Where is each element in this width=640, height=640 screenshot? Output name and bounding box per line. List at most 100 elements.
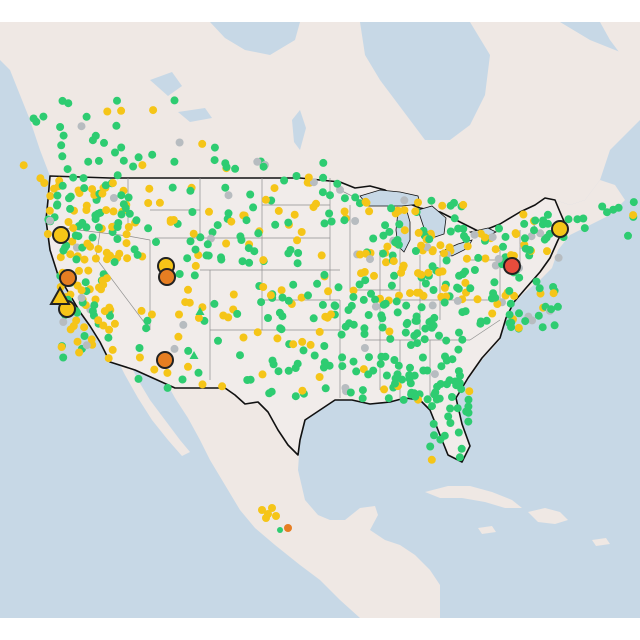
station-moderate[interactable] bbox=[473, 295, 482, 304]
station-good[interactable] bbox=[402, 301, 411, 310]
highlighted-station[interactable] bbox=[503, 257, 521, 275]
station-good[interactable] bbox=[326, 191, 334, 200]
station-good[interactable] bbox=[543, 210, 552, 219]
station-good[interactable] bbox=[231, 164, 240, 173]
station-good[interactable] bbox=[284, 218, 293, 227]
station-good[interactable] bbox=[344, 306, 353, 314]
station-good[interactable] bbox=[454, 428, 463, 437]
station-good[interactable] bbox=[338, 362, 347, 371]
station-good[interactable] bbox=[420, 335, 429, 344]
station-good[interactable] bbox=[183, 254, 192, 263]
station-no-data[interactable] bbox=[46, 216, 54, 225]
station-good[interactable] bbox=[427, 196, 436, 205]
station-no-data[interactable] bbox=[430, 370, 439, 379]
station-good[interactable] bbox=[110, 258, 119, 267]
station-good[interactable] bbox=[419, 366, 428, 375]
station-good[interactable] bbox=[490, 278, 499, 287]
station-moderate[interactable] bbox=[137, 306, 146, 315]
station-moderate[interactable] bbox=[417, 270, 426, 279]
station-good[interactable] bbox=[550, 321, 559, 330]
station-good[interactable] bbox=[129, 162, 138, 171]
station-moderate[interactable] bbox=[543, 247, 551, 256]
station-moderate[interactable] bbox=[75, 348, 84, 357]
station-moderate[interactable] bbox=[406, 289, 414, 298]
station-moderate[interactable] bbox=[491, 245, 500, 254]
station-moderate[interactable] bbox=[222, 239, 231, 248]
station-good[interactable] bbox=[184, 346, 193, 355]
station-moderate[interactable] bbox=[289, 340, 298, 349]
station-good[interactable] bbox=[113, 171, 122, 180]
station-moderate[interactable] bbox=[124, 223, 133, 231]
station-good[interactable] bbox=[57, 141, 66, 150]
station-good[interactable] bbox=[203, 240, 212, 249]
station-good[interactable] bbox=[466, 284, 475, 293]
station-good[interactable] bbox=[313, 279, 322, 288]
station-good[interactable] bbox=[464, 395, 473, 404]
station-good[interactable] bbox=[133, 250, 142, 259]
station-good[interactable] bbox=[340, 194, 349, 203]
station-good[interactable] bbox=[393, 370, 402, 379]
station-good[interactable] bbox=[94, 156, 103, 165]
station-good[interactable] bbox=[470, 266, 479, 274]
station-good[interactable] bbox=[457, 444, 466, 453]
station-moderate[interactable] bbox=[414, 228, 423, 237]
station-moderate[interactable] bbox=[185, 298, 194, 307]
station-good[interactable] bbox=[394, 361, 403, 370]
station-good[interactable] bbox=[233, 309, 242, 318]
station-good[interactable] bbox=[294, 249, 303, 257]
station-good[interactable] bbox=[573, 215, 582, 224]
station-good[interactable] bbox=[318, 300, 327, 309]
station-good[interactable] bbox=[428, 262, 437, 271]
station-good[interactable] bbox=[464, 408, 473, 417]
station-good[interactable] bbox=[94, 223, 103, 232]
station-moderate[interactable] bbox=[298, 337, 307, 346]
station-moderate[interactable] bbox=[270, 184, 279, 193]
station-no-data[interactable] bbox=[366, 255, 374, 264]
station-good[interactable] bbox=[505, 310, 514, 319]
station-moderate[interactable] bbox=[293, 236, 302, 245]
station-good[interactable] bbox=[413, 339, 422, 348]
station-moderate[interactable] bbox=[304, 173, 313, 182]
station-good[interactable] bbox=[113, 235, 122, 243]
station-good[interactable] bbox=[310, 351, 319, 360]
station-good[interactable] bbox=[399, 395, 408, 404]
station-moderate[interactable] bbox=[290, 210, 299, 219]
station-moderate[interactable] bbox=[77, 286, 86, 295]
station-good[interactable] bbox=[386, 334, 395, 343]
station-moderate[interactable] bbox=[359, 365, 368, 374]
station-moderate[interactable] bbox=[383, 242, 392, 251]
station-good[interactable] bbox=[406, 363, 414, 372]
station-good[interactable] bbox=[540, 235, 549, 244]
station-moderate[interactable] bbox=[19, 161, 28, 170]
station-good[interactable] bbox=[530, 226, 538, 235]
station-good[interactable] bbox=[458, 335, 467, 344]
station-moderate[interactable] bbox=[110, 319, 119, 328]
station-good[interactable] bbox=[441, 352, 449, 361]
station-good[interactable] bbox=[429, 419, 438, 428]
station-good[interactable] bbox=[84, 157, 93, 166]
station-moderate[interactable] bbox=[340, 207, 349, 216]
station-moderate[interactable] bbox=[104, 354, 113, 363]
station-good[interactable] bbox=[520, 234, 529, 243]
station-moderate[interactable] bbox=[476, 229, 485, 238]
station-good[interactable] bbox=[361, 276, 370, 285]
station-moderate[interactable] bbox=[227, 217, 236, 226]
station-good[interactable] bbox=[293, 259, 302, 268]
station-no-data[interactable] bbox=[371, 302, 380, 311]
station-moderate[interactable] bbox=[259, 256, 268, 265]
station-good[interactable] bbox=[319, 363, 328, 372]
station-no-data[interactable] bbox=[400, 196, 409, 205]
station-good[interactable] bbox=[320, 270, 329, 279]
station-moderate[interactable] bbox=[175, 310, 183, 319]
station-good[interactable] bbox=[125, 209, 134, 218]
station-moderate[interactable] bbox=[194, 313, 203, 322]
station-no-data[interactable] bbox=[170, 344, 179, 353]
station-good[interactable] bbox=[352, 367, 361, 376]
station-good[interactable] bbox=[65, 194, 73, 203]
station-good[interactable] bbox=[188, 208, 197, 216]
station-good[interactable] bbox=[534, 311, 543, 320]
highlighted-station[interactable] bbox=[158, 268, 176, 286]
station-good[interactable] bbox=[629, 198, 638, 207]
station-good[interactable] bbox=[535, 284, 544, 293]
station-moderate[interactable] bbox=[36, 174, 45, 183]
